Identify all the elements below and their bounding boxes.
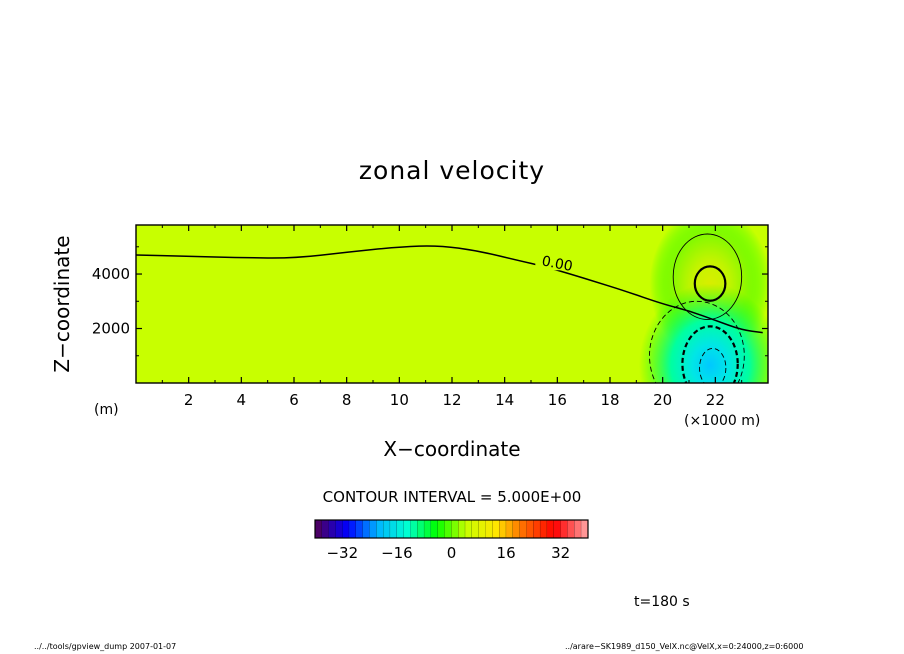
- colorbar-tick-label-0: −32: [326, 544, 358, 562]
- colorbar-cell: [526, 520, 534, 538]
- colorbar-cell: [437, 520, 445, 538]
- contour-line-0: [136, 245, 763, 334]
- colorbar-cell: [451, 520, 459, 538]
- y-axis-unit: (m): [94, 402, 119, 418]
- colorbar-cell: [471, 520, 480, 538]
- colorbar-cell: [431, 520, 439, 538]
- x-tick-label-20: 20: [653, 391, 672, 409]
- colorbar-tick-label-3: 16: [497, 544, 516, 562]
- x-tick-label-6: 6: [289, 391, 299, 409]
- colorbar-cell: [499, 520, 507, 538]
- colorbar-tick-label-4: 32: [551, 544, 570, 562]
- colorbar-tick-label-2: 0: [447, 544, 457, 562]
- colorbar-cell: [574, 520, 582, 538]
- x-tick-label-8: 8: [342, 391, 352, 409]
- colorbar-cell: [540, 520, 548, 538]
- contour-line-neg15: [699, 347, 727, 383]
- contour-line-5: [672, 233, 743, 320]
- colorbar-cell: [321, 520, 329, 538]
- contour-label-0: 0.00: [540, 253, 574, 275]
- colorbar-cell: [492, 520, 500, 538]
- colorbar-cell: [335, 520, 343, 538]
- x-tick-label-16: 16: [548, 391, 567, 409]
- x-axis-label: X−coordinate: [383, 437, 521, 461]
- time-label: t=180 s: [634, 594, 690, 610]
- colorbar-cell: [396, 520, 405, 538]
- footer-left-text: ../../tools/gpview_dump 2007-01-07: [34, 642, 177, 651]
- x-tick-label-10: 10: [390, 391, 409, 409]
- x-axis-unit: (×1000 m): [684, 413, 761, 429]
- colorbar-cell: [506, 520, 514, 538]
- colorbar-cell: [390, 520, 398, 538]
- colorbar-cell: [355, 520, 364, 538]
- negative-minimum-shading: [638, 283, 768, 383]
- colorbar-cell: [581, 520, 589, 538]
- colorbar-cell: [328, 520, 336, 538]
- colorbar-cell: [383, 520, 391, 538]
- colorbar-cell: [458, 520, 466, 538]
- x-tick-label-22: 22: [706, 391, 725, 409]
- contour-interval-text: CONTOUR INTERVAL = 5.000E+00: [322, 488, 582, 506]
- colorbar-cell: [403, 520, 411, 538]
- x-tick-label-14: 14: [495, 391, 514, 409]
- chart-title: zonal velocity: [358, 156, 546, 185]
- colorbar-cell: [444, 520, 452, 538]
- colorbar-cell: [349, 520, 357, 538]
- y-tick-label-2000: 2000: [92, 320, 130, 338]
- colorbar-cell: [369, 520, 377, 538]
- x-tick-label-18: 18: [600, 391, 619, 409]
- colorbar-cell: [424, 520, 432, 538]
- contour-line-10: [693, 265, 727, 302]
- y-tick-label-4000: 4000: [92, 265, 130, 283]
- colorbar-cell: [553, 520, 561, 538]
- colorbar-cell: [342, 520, 350, 538]
- colorbar-cell: [315, 520, 323, 538]
- colorbar-tick-label-1: −16: [381, 544, 413, 562]
- colorbar-cell: [376, 520, 384, 538]
- colorbar-cell: [512, 520, 521, 538]
- colorbar-cell: [485, 520, 493, 538]
- contour-line-neg5: [649, 300, 745, 383]
- contour-line-neg10: [681, 325, 739, 383]
- x-tick-label-4: 4: [237, 391, 247, 409]
- colorbar-cell: [362, 520, 370, 538]
- colorbar-cell: [547, 520, 555, 538]
- footer-right-text: ../arare−SK1989_d150_VelX.nc@VelX,x=0:24…: [565, 642, 804, 651]
- colorbar-cell: [567, 520, 575, 538]
- x-tick-label-12: 12: [442, 391, 461, 409]
- colorbar-cell: [410, 520, 418, 538]
- colorbar-frame: [314, 519, 589, 539]
- x-tick-label-2: 2: [184, 391, 194, 409]
- colorbar-cell: [465, 520, 473, 538]
- colorbar-cell: [533, 520, 541, 538]
- colorbar-cell: [417, 520, 425, 538]
- colorbar-cell: [519, 520, 527, 538]
- colorbar-cell: [560, 520, 568, 538]
- contour-label-background: [535, 255, 580, 271]
- colorbar-cell: [478, 520, 486, 538]
